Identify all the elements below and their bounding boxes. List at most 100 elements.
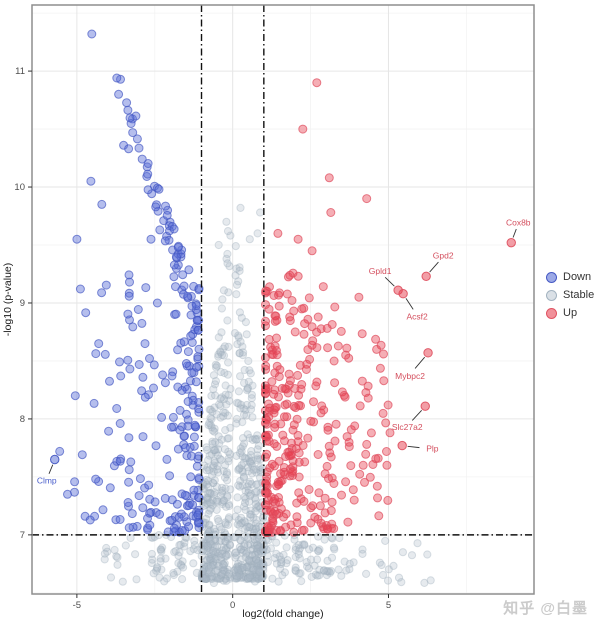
data-point-stable [211, 566, 220, 576]
data-point-up [269, 439, 279, 449]
data-point-stable [244, 567, 253, 576]
data-point-stable [252, 555, 261, 564]
data-point-stable [266, 544, 275, 553]
data-point-stable [247, 459, 256, 468]
data-point-stable [245, 570, 255, 580]
data-point-up [294, 488, 304, 498]
data-point-stable [203, 445, 212, 455]
data-point-stable [236, 372, 245, 381]
gene-annotations-layer: Clmp Cox8b Gpd2 Gpld1 Acsf2 Mybpc2 Slc27a2 Plp [37, 218, 531, 486]
data-point-stable [233, 398, 242, 407]
data-point-stable [231, 242, 240, 251]
data-point-stable [221, 518, 230, 527]
data-point-stable [223, 476, 232, 485]
data-point-down [183, 291, 193, 301]
data-point-stable [204, 528, 213, 537]
data-point-stable [244, 479, 253, 488]
data-point-up [274, 392, 283, 402]
data-point-stable [389, 561, 398, 571]
data-point-stable [219, 351, 229, 360]
data-point-down [182, 517, 192, 527]
data-point-stable [240, 517, 249, 526]
data-point-up [286, 450, 296, 460]
data-point-stable [252, 524, 261, 533]
data-point-stable [254, 549, 263, 559]
panel-border [31, 4, 535, 595]
data-point-up [272, 361, 282, 371]
data-point-stable [238, 573, 247, 582]
data-point-stable [252, 487, 261, 496]
data-point-stable [178, 557, 187, 566]
data-point-stable [211, 391, 220, 400]
data-point-down [137, 386, 147, 396]
data-point-stable [232, 414, 241, 424]
data-point-stable [245, 557, 254, 566]
data-point-up [267, 377, 277, 387]
data-point-up [371, 334, 381, 344]
data-point-stable [247, 572, 256, 582]
data-point-stable [224, 288, 233, 297]
data-point-stable [241, 518, 250, 527]
data-point-stable [244, 561, 253, 570]
data-point-down [178, 270, 188, 280]
data-point-stable [248, 564, 258, 573]
data-point-stable [295, 554, 304, 563]
data-point-up [350, 421, 360, 431]
data-point-down [86, 176, 96, 186]
data-point-down [157, 412, 167, 422]
data-point-down [125, 364, 135, 374]
data-point-down [134, 491, 144, 501]
data-point-stable [236, 444, 245, 453]
data-point-stable [232, 264, 241, 273]
data-point-stable [210, 457, 219, 466]
data-point-stable [217, 483, 227, 492]
data-point-stable [203, 569, 212, 579]
data-point-up [317, 401, 327, 411]
data-point-stable [213, 465, 222, 474]
data-point-stable [215, 454, 224, 463]
data-point-stable [224, 342, 233, 351]
data-point-stable [218, 559, 227, 569]
data-point-down [63, 489, 72, 499]
data-point-stable [294, 550, 303, 559]
data-point-stable [235, 571, 244, 580]
data-point-stable [222, 217, 231, 226]
data-point-stable [211, 445, 220, 455]
data-point-stable [258, 513, 267, 522]
data-point-stable [337, 571, 346, 580]
data-point-stable [379, 570, 388, 580]
data-point-down [194, 451, 204, 461]
data-point-stable [149, 569, 158, 578]
data-point-down [114, 89, 124, 99]
data-point-stable [200, 574, 209, 583]
data-point-down [145, 494, 155, 504]
data-point-down [180, 490, 190, 500]
data-point-down [105, 376, 114, 386]
data-point-stable [221, 537, 230, 546]
data-point-stable [223, 249, 232, 259]
data-point-stable [217, 304, 226, 313]
data-point-stable [186, 547, 195, 556]
data-point-stable [375, 558, 384, 567]
data-point-stable [238, 418, 247, 427]
data-point-stable [232, 551, 241, 560]
data-point-up [308, 336, 318, 346]
data-point-stable [237, 566, 246, 575]
data-point-stable [251, 500, 260, 509]
x-axis-title: log2(fold change) [242, 608, 323, 620]
data-point-stable [232, 572, 241, 581]
data-point-stable [245, 551, 254, 560]
data-point-up [300, 457, 310, 467]
data-point-stable [214, 445, 223, 454]
data-point-stable [244, 467, 253, 476]
data-point-stable [189, 545, 198, 554]
data-point-stable [327, 533, 336, 542]
data-point-stable [156, 554, 165, 563]
data-point-up [382, 460, 392, 470]
data-point-stable [234, 566, 243, 575]
data-point-stable [253, 480, 262, 489]
data-point-down [142, 162, 152, 172]
data-point-stable [258, 544, 267, 554]
data-point-stable [121, 541, 130, 550]
